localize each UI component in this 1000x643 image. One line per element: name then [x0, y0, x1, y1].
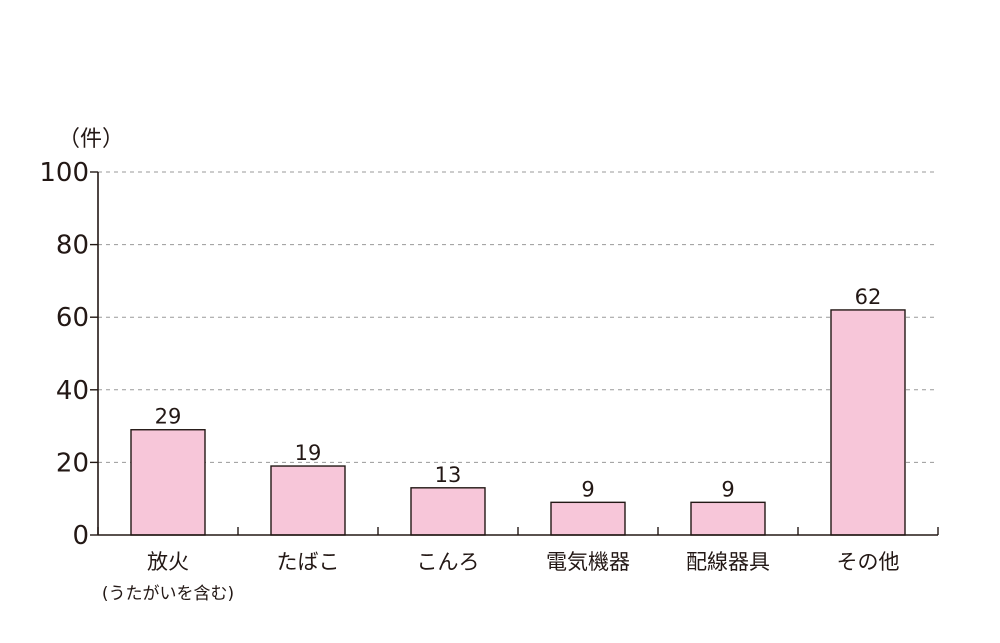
data-label: 19 — [295, 441, 322, 465]
x-category-label: 電気機器 — [546, 550, 630, 574]
x-category-label: 配線器具 — [686, 550, 770, 574]
bars: 29 19 13 9 9 62 — [130, 285, 906, 536]
y-tick-label: 80 — [56, 231, 89, 261]
y-unit-label: （件） — [58, 127, 124, 152]
bar — [130, 429, 206, 536]
x-category-sublabel: (うたがいを含む) — [102, 584, 234, 604]
y-tick-label: 0 — [72, 521, 89, 551]
data-label: 9 — [581, 477, 594, 501]
y-tick-label: 40 — [56, 376, 89, 406]
gridlines — [98, 171, 938, 463]
x-category-label: 放火 — [147, 550, 189, 574]
bar — [550, 501, 626, 536]
axes — [97, 172, 939, 536]
data-label: 29 — [155, 405, 182, 429]
bar — [270, 465, 346, 536]
y-tick-label: 60 — [56, 303, 89, 333]
bar — [830, 309, 906, 536]
bar — [690, 501, 766, 536]
data-label: 9 — [721, 477, 734, 501]
x-category-label: こんろ — [417, 550, 480, 574]
x-category-label: たばこ — [277, 550, 340, 574]
bar — [410, 487, 486, 536]
x-category-label: その他 — [837, 550, 900, 574]
data-label: 62 — [855, 285, 882, 309]
y-tick-label: 20 — [56, 448, 89, 478]
data-label: 13 — [435, 463, 462, 487]
y-ticks: 0 20 40 60 80 100 — [39, 158, 98, 551]
x-labels: 放火 (うたがいを含む) たばこ こんろ 電気機器 配線器具 その他 — [102, 550, 900, 604]
y-tick-label: 100 — [39, 158, 89, 188]
